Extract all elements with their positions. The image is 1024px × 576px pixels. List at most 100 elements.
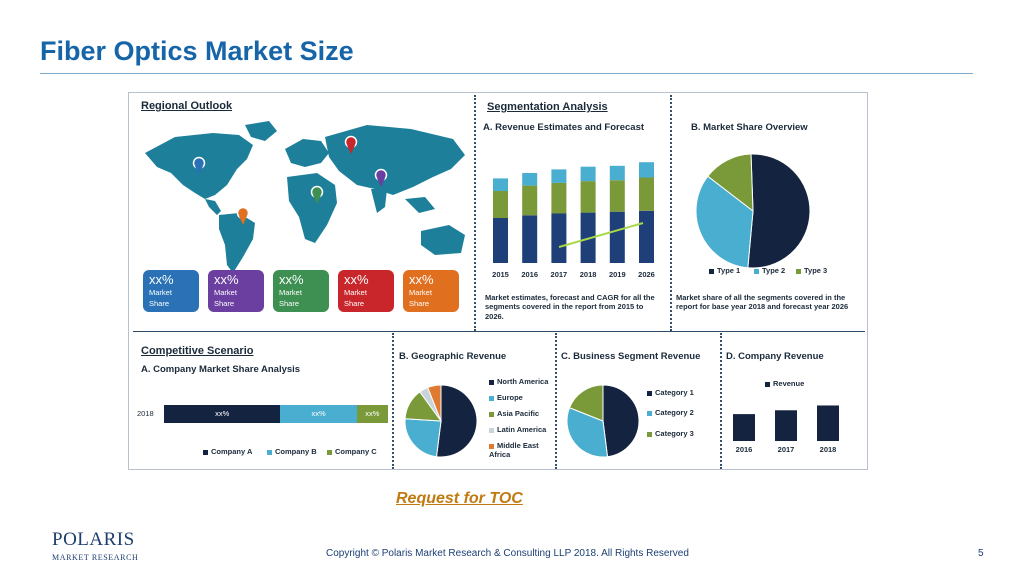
geo-legend-swatch <box>489 395 494 401</box>
company-legend-item: Company B <box>267 447 317 456</box>
revenue-bar-segment <box>493 191 508 218</box>
biz-legend-item: Category 2 <box>647 408 694 417</box>
revenue-tick-label: 2015 <box>492 270 509 279</box>
geo-legend-label: Europe <box>497 393 523 402</box>
revenue-bar-segment <box>609 165 625 181</box>
geo-legend-swatch <box>489 443 494 449</box>
geographic-pie-slice <box>427 384 442 422</box>
copyright-text: Copyright © Polaris Market Research & Co… <box>326 548 689 559</box>
market-share-card: xx% Market Share <box>143 270 199 312</box>
share-card-value: xx% <box>344 272 369 287</box>
company-revenue-bar <box>775 410 797 441</box>
share-card-label: Share <box>279 299 300 308</box>
company-revenue-title: D. Company Revenue <box>726 351 824 362</box>
share-legend-swatch <box>754 268 759 274</box>
revenue-bar-segment <box>493 218 508 263</box>
polaris-logo: POLARIS MARKET RESEARCH <box>52 530 138 562</box>
revenue-bar-segment <box>551 182 567 214</box>
share-card-label: Market <box>279 288 302 297</box>
share-legend-label: Type 3 <box>804 266 828 275</box>
share-card-value: xx% <box>214 272 239 287</box>
revenue-bar-segment <box>551 213 567 263</box>
map-pin-europe <box>344 135 358 154</box>
revenue-legend-label: Revenue <box>773 379 805 388</box>
business-pie-slice <box>568 384 604 422</box>
revenue-swatch <box>765 381 770 387</box>
revenue-bar-segment <box>609 180 625 212</box>
company-revenue-tick-label: 2016 <box>736 445 753 454</box>
revenue-bar-segment <box>639 210 654 263</box>
business-pie-slice <box>602 384 640 458</box>
revenue-bar-segment <box>639 177 654 211</box>
revenue-bar-segment <box>551 169 567 183</box>
market-share-note: Market share of all the segments covered… <box>676 293 849 312</box>
business-pie-slice <box>566 407 609 458</box>
geo-legend-item: Middle East Africa <box>489 441 551 459</box>
market-share-overview-title: B. Market Share Overview <box>691 122 808 133</box>
slide-title: Fiber Optics Market Size <box>40 36 354 66</box>
company-share-value: xx% <box>365 409 380 418</box>
competitive-scenario-heading: Competitive Scenario <box>141 345 254 357</box>
company-share-segment: xx% <box>164 405 281 423</box>
geographic-revenue-pie <box>404 384 478 458</box>
market-share-card: xx% Market Share <box>338 270 394 312</box>
request-toc-link[interactable]: Request for TOC <box>396 490 523 507</box>
company-revenue-bar <box>733 414 755 441</box>
company-legend-swatch <box>327 449 332 455</box>
company-revenue-legend: Revenue <box>765 379 804 388</box>
share-legend-item: Type 3 <box>796 266 827 275</box>
market-share-card: xx% Market Share <box>403 270 459 312</box>
revenue-bar-segment <box>522 173 538 186</box>
market-share-pie <box>695 153 811 269</box>
revenue-bar-segment <box>493 178 508 191</box>
map-pin-south-america <box>236 206 250 225</box>
revenue-estimates-title: A. Revenue Estimates and Forecast <box>483 122 645 133</box>
map-southeast-asia <box>405 197 435 213</box>
revenue-trend-line <box>558 222 644 248</box>
company-bar-year: 2018 <box>137 409 154 418</box>
market-share-pie-slice <box>707 153 754 213</box>
biz-legend-label: Category 1 <box>655 388 694 397</box>
map-australia <box>421 225 465 255</box>
company-legend-label: Company C <box>335 447 377 456</box>
biz-legend-item: Category 1 <box>647 388 694 397</box>
revenue-bar-segment <box>580 181 596 213</box>
map-india <box>371 189 387 213</box>
map-africa <box>287 173 337 243</box>
biz-legend-swatch <box>647 431 652 437</box>
divider-vertical-2 <box>670 95 672 331</box>
revenue-estimates-chart: 2015 2016 2017 2018 2019 2026 <box>492 162 655 279</box>
map-pin-asia <box>374 168 388 187</box>
share-card-label: Market <box>149 288 172 297</box>
regional-outlook-heading: Regional Outlook <box>141 100 233 112</box>
title-divider <box>40 73 973 74</box>
company-revenue-bar <box>817 405 839 441</box>
share-card-label: Market <box>409 288 432 297</box>
share-card-label: Share <box>344 299 365 308</box>
world-map <box>145 121 465 273</box>
company-legend-swatch <box>203 449 208 455</box>
logo-subtitle: MARKET RESEARCH <box>52 553 139 562</box>
share-card-label: Share <box>149 299 170 308</box>
market-share-pie-slice <box>695 175 754 269</box>
company-share-bar: xx% xx% xx% <box>164 405 388 423</box>
company-share-segment: xx% <box>280 405 357 423</box>
share-card-value: xx% <box>149 272 174 287</box>
share-card-value: xx% <box>279 272 304 287</box>
divider-vertical-3 <box>392 333 394 469</box>
page-number: 5 <box>978 548 984 559</box>
share-legend-label: Type 1 <box>717 266 741 275</box>
geo-legend-item: Europe <box>489 393 551 402</box>
map-europe <box>285 139 329 167</box>
company-legend-label: Company B <box>275 447 317 456</box>
company-revenue-tick-label: 2017 <box>778 445 795 454</box>
geographic-pie-slice <box>404 418 442 458</box>
revenue-note: Market estimates, forecast and CAGR for … <box>485 293 655 321</box>
geo-legend-swatch <box>489 379 494 385</box>
company-legend-item: Company A <box>203 447 252 456</box>
divider-vertical-5 <box>720 333 722 469</box>
revenue-bar-segment <box>522 185 538 216</box>
share-card-label: Share <box>409 299 430 308</box>
geo-legend-label: Latin America <box>497 425 547 434</box>
geo-legend-swatch <box>489 411 494 417</box>
